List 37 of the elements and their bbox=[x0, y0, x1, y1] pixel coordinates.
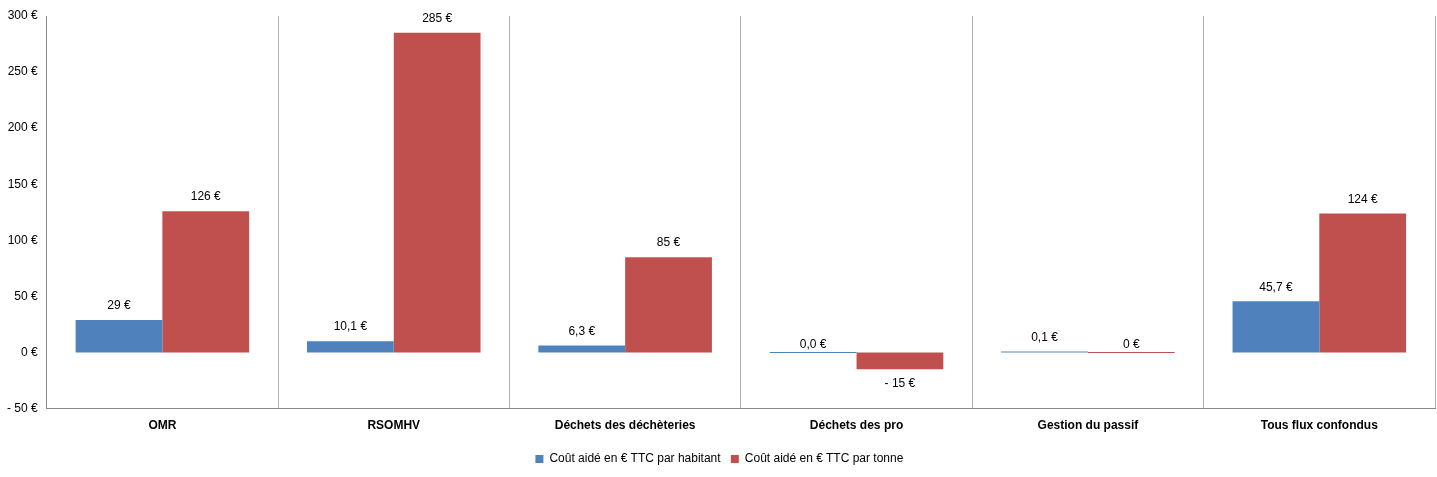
bar bbox=[393, 32, 481, 353]
data-label: 6,3 € bbox=[568, 323, 596, 338]
data-label: 124 € bbox=[1347, 191, 1379, 206]
bar bbox=[1232, 301, 1320, 353]
bar bbox=[538, 345, 626, 353]
x-tick-label: Tous flux confondus bbox=[1260, 418, 1379, 433]
data-label: 0,1 € bbox=[1031, 329, 1059, 344]
data-label: 29 € bbox=[107, 298, 131, 313]
y-tick-label: 300 € bbox=[7, 8, 39, 23]
x-tick-label: RSOMHV bbox=[367, 418, 421, 433]
y-tick-label: 250 € bbox=[7, 64, 39, 79]
x-tick-label: Déchets des pro bbox=[809, 418, 904, 433]
bar bbox=[625, 257, 712, 353]
bar bbox=[307, 341, 394, 353]
legend-label: Coût aidé en € TTC par habitant bbox=[549, 451, 722, 466]
bar bbox=[162, 211, 250, 353]
y-tick-label: 50 € bbox=[14, 288, 39, 303]
data-label: 10,1 € bbox=[333, 319, 368, 334]
x-tick-label: Gestion du passif bbox=[1037, 418, 1140, 433]
y-tick-label: 200 € bbox=[7, 120, 39, 135]
y-tick-label: 100 € bbox=[7, 232, 39, 247]
data-label: 0 € bbox=[1122, 337, 1140, 352]
y-tick-label: 150 € bbox=[7, 176, 39, 191]
bar bbox=[75, 319, 163, 353]
bar bbox=[856, 352, 944, 370]
y-tick-label: 0 € bbox=[21, 344, 39, 359]
data-label: 0,0 € bbox=[799, 337, 827, 352]
data-label: - 15 € bbox=[884, 375, 916, 390]
x-tick-label: OMR bbox=[148, 418, 177, 433]
data-label: 85 € bbox=[656, 235, 681, 250]
legend-label: Coût aidé en € TTC par tonne bbox=[744, 451, 904, 466]
y-tick-label: - 50 € bbox=[7, 400, 39, 415]
data-label: 45,7 € bbox=[1259, 279, 1293, 294]
data-label: 285 € bbox=[422, 11, 453, 26]
bar bbox=[1319, 213, 1407, 353]
data-label: 126 € bbox=[190, 189, 222, 204]
x-tick-label: Déchets des déchèteries bbox=[554, 418, 696, 433]
